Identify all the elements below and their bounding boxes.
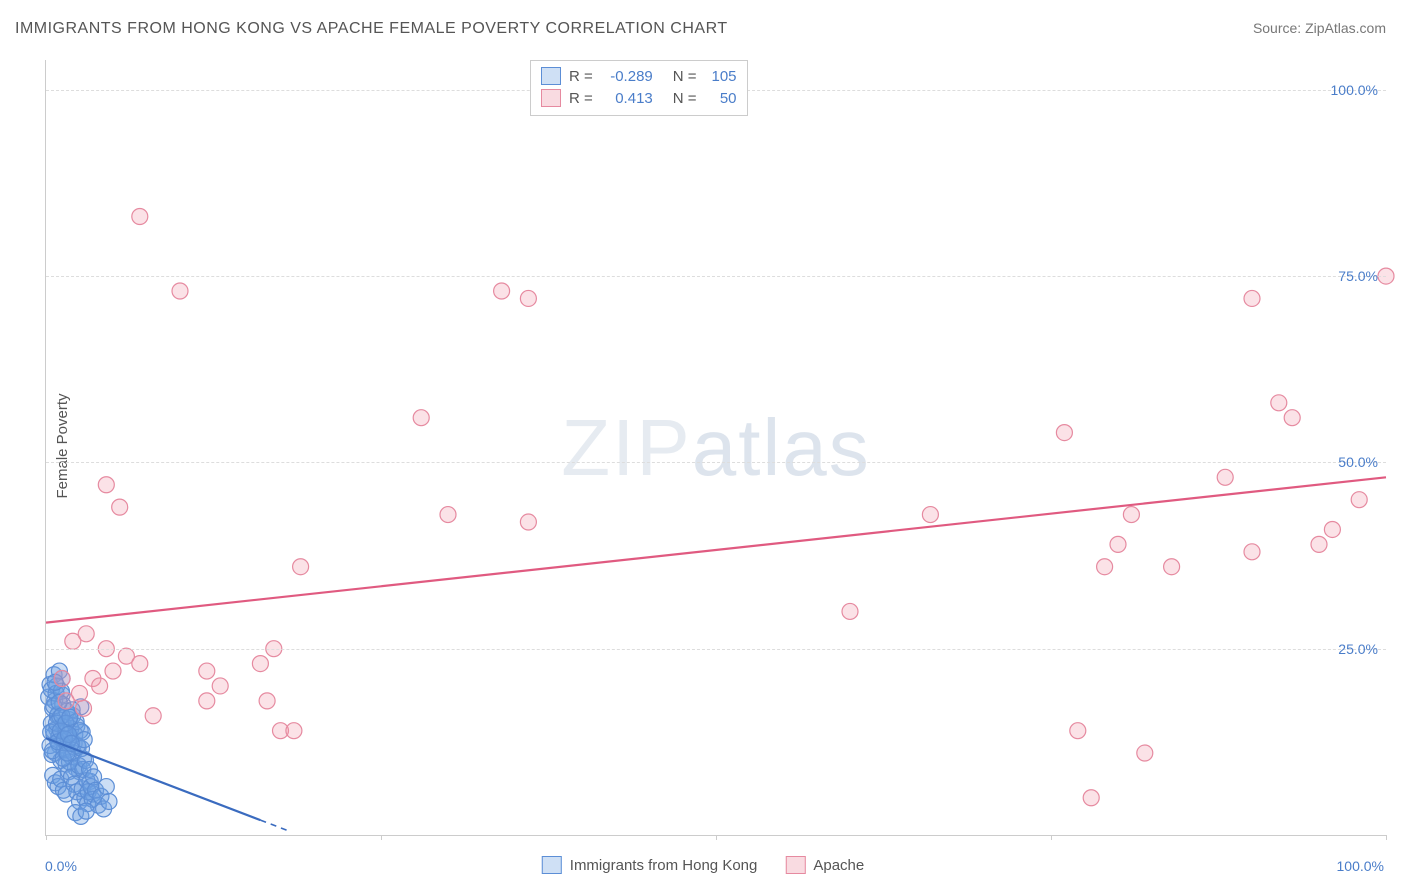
scatter-point	[199, 693, 215, 709]
scatter-point	[1097, 559, 1113, 575]
scatter-point	[145, 708, 161, 724]
stats-n-label: N =	[673, 68, 697, 85]
gridline-h	[46, 649, 1386, 650]
legend-swatch	[541, 67, 561, 85]
chart-title: IMMIGRANTS FROM HONG KONG VS APACHE FEMA…	[15, 20, 728, 38]
scatter-point	[105, 663, 121, 679]
bottom-legend: Immigrants from Hong Kong Apache	[542, 856, 864, 874]
scatter-point	[1311, 536, 1327, 552]
scatter-point	[842, 603, 858, 619]
legend-swatch	[542, 856, 562, 874]
scatter-point	[199, 663, 215, 679]
scatter-point	[520, 290, 536, 306]
scatter-point	[1351, 492, 1367, 508]
scatter-point	[62, 709, 78, 725]
scatter-point	[78, 803, 94, 819]
stats-n-label: N =	[673, 90, 697, 107]
scatter-point	[98, 779, 114, 795]
scatter-point	[259, 693, 275, 709]
scatter-point	[78, 626, 94, 642]
scatter-point	[92, 678, 108, 694]
stats-r-label: R =	[569, 68, 593, 85]
scatter-point	[1244, 544, 1260, 560]
x-tick	[1386, 835, 1387, 840]
legend-label: Immigrants from Hong Kong	[570, 857, 758, 874]
scatter-point	[520, 514, 536, 530]
y-tick-label: 50.0%	[1338, 454, 1378, 470]
plot-area: ZIPatlas 25.0%50.0%75.0%100.0%	[45, 60, 1386, 836]
scatter-point	[112, 499, 128, 515]
legend-item: Apache	[785, 856, 864, 874]
x-axis-min-label: 0.0%	[45, 858, 77, 874]
gridline-h	[46, 276, 1386, 277]
x-tick	[716, 835, 717, 840]
legend-swatch	[541, 89, 561, 107]
scatter-point	[58, 693, 74, 709]
scatter-point	[1284, 410, 1300, 426]
scatter-point	[101, 793, 117, 809]
trend-line	[46, 477, 1386, 622]
scatter-point	[1137, 745, 1153, 761]
scatter-point	[1123, 507, 1139, 523]
scatter-point	[440, 507, 456, 523]
scatter-point	[1070, 723, 1086, 739]
scatter-point	[1271, 395, 1287, 411]
x-tick	[381, 835, 382, 840]
scatter-point	[413, 410, 429, 426]
scatter-point	[1164, 559, 1180, 575]
scatter-point	[54, 671, 70, 687]
x-tick	[46, 835, 47, 840]
scatter-point	[132, 656, 148, 672]
x-axis-max-label: 100.0%	[1337, 858, 1384, 874]
trend-line	[260, 820, 287, 830]
scatter-point	[212, 678, 228, 694]
stats-r-value: -0.289	[601, 68, 653, 85]
stats-r-value: 0.413	[601, 90, 653, 107]
stats-n-value: 105	[705, 68, 737, 85]
stats-legend: R = -0.289 N = 105 R = 0.413 N = 50	[530, 60, 748, 116]
scatter-point	[98, 477, 114, 493]
stats-row: R = -0.289 N = 105	[541, 65, 737, 87]
y-tick-label: 75.0%	[1338, 268, 1378, 284]
stats-r-label: R =	[569, 90, 593, 107]
stats-row: R = 0.413 N = 50	[541, 87, 737, 109]
legend-swatch	[785, 856, 805, 874]
scatter-point	[293, 559, 309, 575]
scatter-point	[922, 507, 938, 523]
stats-n-value: 50	[705, 90, 737, 107]
source-label: Source: ZipAtlas.com	[1253, 20, 1386, 36]
scatter-point	[252, 656, 268, 672]
scatter-point	[286, 723, 302, 739]
scatter-point	[172, 283, 188, 299]
scatter-point	[494, 283, 510, 299]
scatter-point	[76, 700, 92, 716]
scatter-point	[1244, 290, 1260, 306]
y-tick-label: 25.0%	[1338, 641, 1378, 657]
scatter-point	[132, 208, 148, 224]
gridline-h	[46, 462, 1386, 463]
scatter-point	[1083, 790, 1099, 806]
y-tick-label: 100.0%	[1331, 82, 1378, 98]
scatter-point	[1110, 536, 1126, 552]
scatter-point	[1056, 425, 1072, 441]
scatter-point	[1217, 469, 1233, 485]
scatter-point	[1324, 521, 1340, 537]
scatter-svg	[46, 60, 1386, 835]
legend-item: Immigrants from Hong Kong	[542, 856, 758, 874]
x-tick	[1051, 835, 1052, 840]
legend-label: Apache	[813, 857, 864, 874]
